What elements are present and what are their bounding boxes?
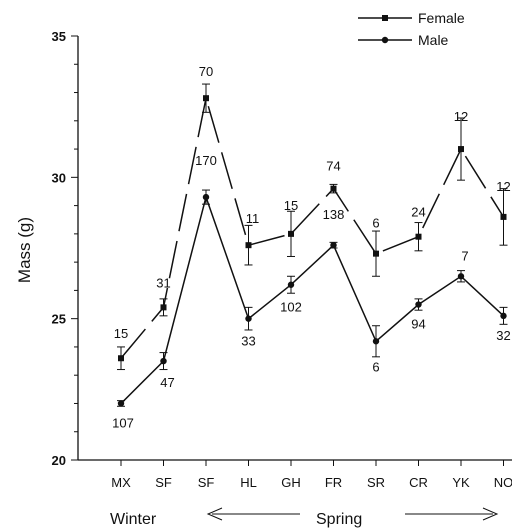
female-sample-size-label: 74 [326, 159, 340, 174]
male-sample-size-label: 47 [160, 375, 174, 390]
y-tick-label: 25 [52, 312, 66, 327]
legend-marker-circle [381, 36, 389, 44]
male-point [500, 312, 507, 320]
female-point [373, 250, 379, 257]
y-tick-label: 30 [52, 170, 66, 185]
x-tick-label: HL [240, 475, 257, 490]
female-point [160, 304, 167, 311]
legend-marker-square [382, 15, 388, 21]
female-point [458, 146, 464, 153]
female-point [118, 355, 124, 362]
female-sample-size-label: 70 [199, 64, 213, 79]
x-tick-label: SF [198, 475, 215, 490]
female-point [203, 95, 209, 102]
female-sample-size-label: 15 [114, 326, 128, 341]
male-point [457, 273, 465, 280]
male-sample-size-label: 138 [323, 207, 345, 222]
legend-label: Male [418, 32, 449, 48]
male-point [372, 338, 380, 345]
female-sample-size-label: 15 [284, 198, 298, 213]
y-tick-label: 20 [52, 453, 66, 468]
female-point [415, 233, 422, 240]
male-series-line [120, 194, 505, 405]
male-sample-size-label: 94 [411, 317, 425, 332]
x-tick-label: NO [494, 475, 512, 490]
male-sample-size-label: 6 [372, 359, 379, 374]
male-point [245, 315, 252, 322]
arrow-right [405, 507, 499, 521]
male-sample-size-label: 7 [461, 248, 468, 263]
season-arrows [206, 507, 499, 521]
male-point [160, 357, 167, 365]
female-point [330, 185, 337, 192]
male-point [415, 301, 422, 308]
x-tick-label: FR [325, 475, 342, 490]
x-tick-label: GH [281, 475, 301, 490]
male-sample-size-label: 107 [112, 415, 134, 430]
male-point [202, 193, 210, 201]
male-sample-size-label: 33 [241, 334, 255, 349]
x-tick-label: SR [367, 475, 385, 490]
female-sample-size-label: 12 [496, 179, 510, 194]
arrow-left [206, 507, 300, 521]
series-layer [117, 83, 508, 407]
female-point [245, 242, 252, 249]
y-axis-title: Mass (g) [15, 217, 34, 283]
season-label-winter: Winter [110, 511, 157, 528]
male-point [287, 281, 295, 288]
y-tick-label: 35 [52, 29, 66, 44]
axes: 20 25 30 35 MX SF SF HL GH FR SR CR YK NO [52, 29, 512, 490]
female-point [288, 230, 294, 237]
female-series-line [120, 97, 505, 359]
x-tick-label: CR [409, 475, 428, 490]
male-sample-size-label: 32 [496, 328, 510, 343]
legend: Female Male [358, 10, 465, 48]
male-sample-size-label: 102 [280, 300, 302, 315]
labels-layer: 15 31 70 11 15 74 6 24 12 12 107 47 170 33 102 138 6 94 7 3… [112, 64, 511, 430]
female-sample-size-label: 11 [246, 211, 260, 226]
female-sample-size-label: 12 [454, 109, 468, 124]
x-tick-label: MX [111, 475, 131, 490]
female-sample-size-label: 31 [156, 275, 170, 290]
female-sample-size-label: 6 [372, 216, 379, 231]
legend-label: Female [418, 10, 465, 26]
female-point [500, 213, 507, 220]
female-sample-size-label: 24 [411, 205, 425, 220]
male-point [330, 241, 337, 249]
season-label-spring: Spring [316, 511, 362, 528]
male-point [117, 400, 125, 407]
x-tick-label: YK [452, 475, 470, 490]
male-sample-size-label: 170 [195, 153, 217, 168]
x-tick-label: SF [155, 475, 172, 490]
